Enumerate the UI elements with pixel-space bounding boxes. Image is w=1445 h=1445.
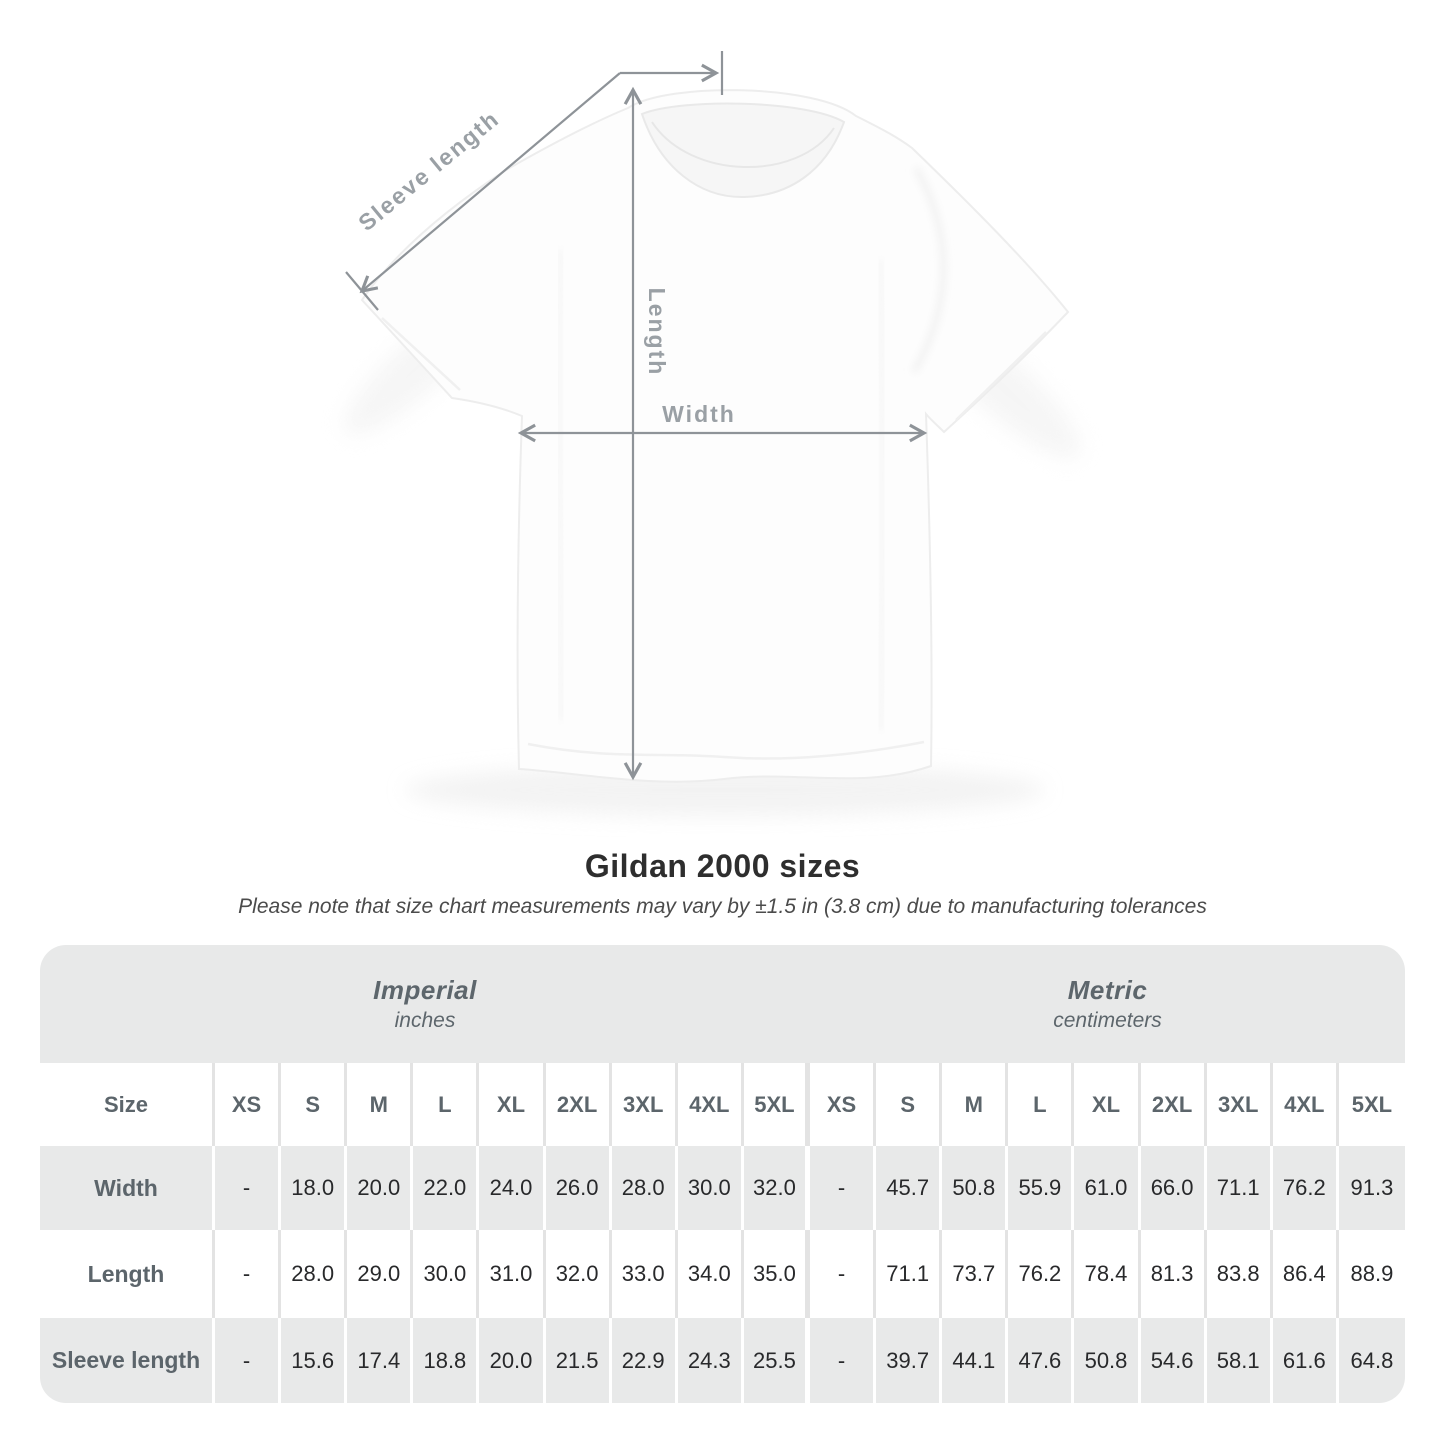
- size-column-header-metric-s: S: [876, 1063, 943, 1146]
- sleeve-length-arrow: [345, 51, 724, 311]
- table-cell: 30.0: [677, 1146, 744, 1230]
- row-label: Sleeve length: [40, 1318, 215, 1403]
- size-column-header-metric-3xl: 3XL: [1206, 1063, 1273, 1146]
- table-cell: -: [215, 1146, 282, 1230]
- size-column-header-metric-l: L: [1008, 1063, 1075, 1146]
- size-column-header-imperial-m: M: [347, 1063, 414, 1146]
- row-label: Length: [40, 1230, 215, 1318]
- size-column-header-imperial-xl: XL: [479, 1063, 546, 1146]
- size-column-header-metric-4xl: 4XL: [1272, 1063, 1339, 1146]
- size-column-header-metric-2xl: 2XL: [1140, 1063, 1207, 1146]
- table-cell: 25.5: [743, 1318, 810, 1403]
- table-cell: 76.2: [1008, 1230, 1075, 1318]
- size-column-header-metric-5xl: 5XL: [1338, 1063, 1405, 1146]
- size-column-header-imperial-5xl: 5XL: [743, 1063, 810, 1146]
- size-column-header-imperial-xs: XS: [215, 1063, 282, 1146]
- table-cell: 54.6: [1140, 1318, 1207, 1403]
- table-cell: 20.0: [347, 1146, 414, 1230]
- width-annotation-label: Width: [662, 401, 736, 427]
- table-cell: 24.0: [479, 1146, 546, 1230]
- table-cell: -: [215, 1230, 282, 1318]
- table-cell: 86.4: [1272, 1230, 1339, 1318]
- size-column-header-metric-xs: XS: [810, 1063, 877, 1146]
- table-cell: 17.4: [347, 1318, 414, 1403]
- table-cell: 32.0: [743, 1146, 810, 1230]
- table-cell: 28.0: [611, 1146, 678, 1230]
- tshirt-measurement-figure: Sleeve length Length Width: [343, 51, 1081, 816]
- table-cell: 91.3: [1338, 1146, 1405, 1230]
- table-cell: 34.0: [677, 1230, 744, 1318]
- table-cell: 44.1: [942, 1318, 1009, 1403]
- page-title: Gildan 2000 sizes: [584, 848, 861, 884]
- size-column-header-imperial-l: L: [413, 1063, 480, 1146]
- table-cell: 33.0: [611, 1230, 678, 1318]
- table-cell: 32.0: [545, 1230, 612, 1318]
- tolerance-note: Please note that size chart measurements…: [238, 895, 1207, 918]
- table-cell: 50.8: [942, 1146, 1009, 1230]
- table-cell: 28.0: [281, 1230, 348, 1318]
- table-cell: 58.1: [1206, 1318, 1273, 1403]
- table-cell: 21.5: [545, 1318, 612, 1403]
- table-cell: -: [810, 1230, 877, 1318]
- length-annotation-label: Length: [644, 288, 670, 377]
- table-cell: -: [215, 1318, 282, 1403]
- table-cell: 81.3: [1140, 1230, 1207, 1318]
- table-cell: 76.2: [1272, 1146, 1339, 1230]
- metric-title: Metric: [1067, 975, 1148, 1005]
- table-cell: 55.9: [1008, 1146, 1075, 1230]
- table-cell: 78.4: [1074, 1230, 1141, 1318]
- table-cell: 47.6: [1008, 1318, 1075, 1403]
- table-cell: 66.0: [1140, 1146, 1207, 1230]
- size-column-header-imperial-4xl: 4XL: [677, 1063, 744, 1146]
- table-cell: 35.0: [743, 1230, 810, 1318]
- table-cell: -: [810, 1146, 877, 1230]
- imperial-title: Imperial: [373, 975, 477, 1005]
- size-column-header-imperial-s: S: [281, 1063, 348, 1146]
- table-cell: 50.8: [1074, 1318, 1141, 1403]
- table-cell: 20.0: [479, 1318, 546, 1403]
- size-table: Imperial inches Metric centimeters Size X…: [40, 945, 1405, 1403]
- metric-section-header: Metric centimeters: [810, 945, 1405, 1063]
- size-column-header-metric-xl: XL: [1074, 1063, 1141, 1146]
- table-cell: 71.1: [876, 1230, 943, 1318]
- row-label: Width: [40, 1146, 215, 1230]
- table-cell: 22.9: [611, 1318, 678, 1403]
- table-cell: 71.1: [1206, 1146, 1273, 1230]
- size-corner-header: Size: [40, 1063, 215, 1146]
- table-cell: 18.8: [413, 1318, 480, 1403]
- table-cell: 88.9: [1338, 1230, 1405, 1318]
- table-cell: 26.0: [545, 1146, 612, 1230]
- table-cell: 22.0: [413, 1146, 480, 1230]
- table-cell: 61.0: [1074, 1146, 1141, 1230]
- tshirt-graphic: [360, 89, 1070, 783]
- table-cell: 29.0: [347, 1230, 414, 1318]
- size-column-header-imperial-2xl: 2XL: [545, 1063, 612, 1146]
- table-cell: -: [810, 1318, 877, 1403]
- table-cell: 83.8: [1206, 1230, 1273, 1318]
- table-cell: 24.3: [677, 1318, 744, 1403]
- size-column-header-imperial-3xl: 3XL: [611, 1063, 678, 1146]
- table-cell: 18.0: [281, 1146, 348, 1230]
- table-cell: 64.8: [1338, 1318, 1405, 1403]
- table-cell: 30.0: [413, 1230, 480, 1318]
- table-cell: 45.7: [876, 1146, 943, 1230]
- metric-unit: centimeters: [1053, 1009, 1162, 1032]
- table-cell: 31.0: [479, 1230, 546, 1318]
- table-cell: 61.6: [1272, 1318, 1339, 1403]
- imperial-section-header: Imperial inches: [40, 945, 810, 1063]
- size-column-header-metric-m: M: [942, 1063, 1009, 1146]
- table-cell: 73.7: [942, 1230, 1009, 1318]
- imperial-unit: inches: [394, 1009, 456, 1032]
- table-cell: 15.6: [281, 1318, 348, 1403]
- table-cell: 39.7: [876, 1318, 943, 1403]
